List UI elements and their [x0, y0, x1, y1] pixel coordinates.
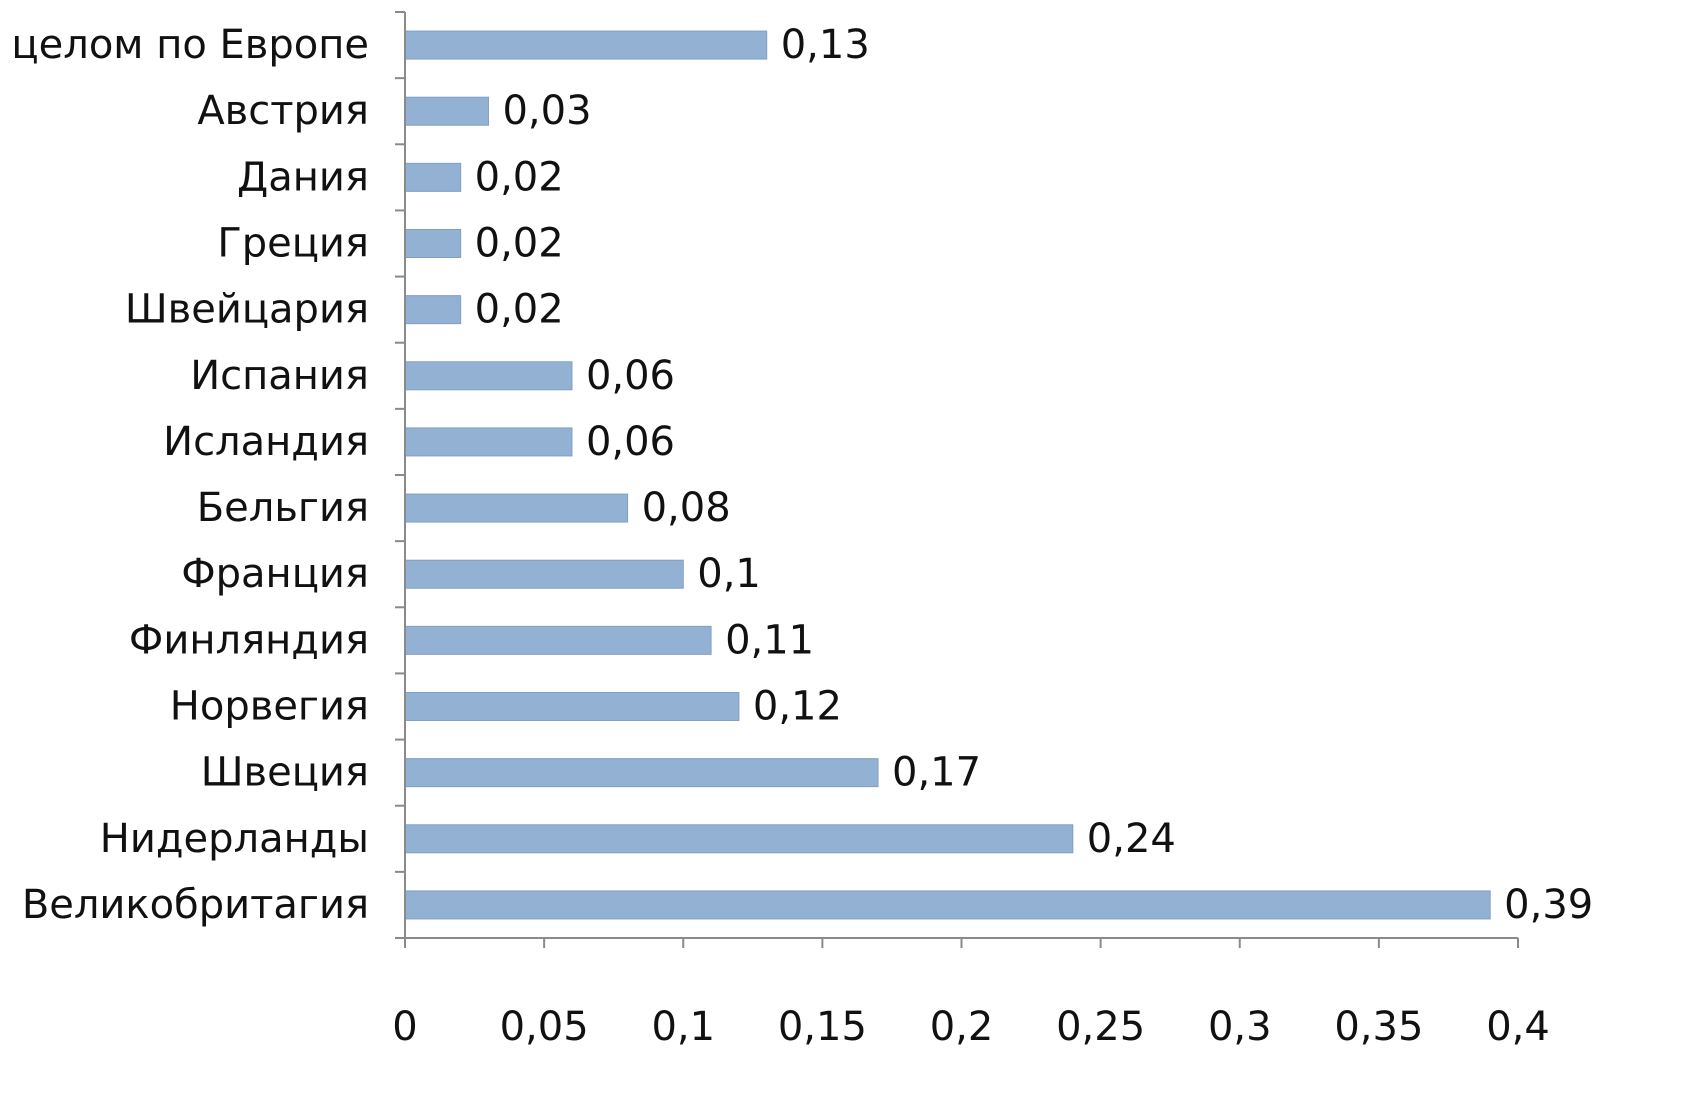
- x-tick-label: 0,35: [1334, 1004, 1423, 1050]
- bar: [404, 96, 489, 126]
- bar: [404, 824, 1074, 854]
- x-tick-label: 0,15: [778, 1004, 867, 1050]
- x-tick-label: 0,05: [500, 1004, 589, 1050]
- bars-layer: [404, 30, 1491, 920]
- data-label: 0,39: [1504, 882, 1593, 928]
- data-label: 0,02: [475, 154, 564, 200]
- x-tick-label: 0,3: [1208, 1004, 1272, 1050]
- category-label: Испания: [190, 353, 369, 399]
- bar: [404, 625, 712, 655]
- x-tick-label: 0,4: [1486, 1004, 1550, 1050]
- category-label: Греция: [217, 221, 369, 267]
- category-label: Франция: [181, 551, 369, 597]
- x-tick-label: 0: [392, 1004, 417, 1050]
- data-label: 0,08: [642, 485, 731, 531]
- category-label: В целом по Европе: [0, 22, 369, 68]
- data-label: 0,11: [725, 617, 814, 663]
- category-label: Швейцария: [125, 287, 369, 333]
- data-label: 0,24: [1087, 816, 1176, 862]
- bar: [404, 692, 740, 721]
- category-label: Бельгия: [197, 485, 369, 531]
- category-label: Норвегия: [170, 684, 369, 730]
- category-label: Австрия: [197, 88, 369, 134]
- data-label: 0,06: [586, 419, 675, 465]
- axes-layer: [395, 11, 1519, 948]
- category-label: Нидерланды: [100, 816, 369, 862]
- bar: [404, 493, 629, 523]
- tick-labels-layer: 0 0,05 0,1 0,15 0,2 0,25 0,3 0,35 0,4: [392, 1004, 1550, 1050]
- bar: [404, 361, 573, 391]
- bar: [404, 758, 879, 788]
- bar: [404, 295, 462, 325]
- category-labels-layer: В целом по Европе Австрия Дания Греция Швейц…: [0, 22, 369, 928]
- data-label: 0,03: [502, 88, 591, 134]
- bar: [404, 162, 462, 192]
- data-label: 0,12: [753, 684, 842, 730]
- x-tick-label: 0,2: [930, 1004, 994, 1050]
- bar: [404, 30, 768, 60]
- category-label: Финляндия: [129, 617, 369, 663]
- bar: [404, 427, 573, 457]
- bar: [404, 890, 1491, 920]
- bar: [404, 229, 462, 258]
- category-label: Швеция: [201, 750, 369, 796]
- bar: [404, 559, 684, 589]
- data-label: 0,02: [475, 221, 564, 267]
- data-label: 0,06: [586, 353, 675, 399]
- category-label: Дания: [237, 154, 369, 200]
- value-labels-layer: 0,13 0,03 0,02 0,02 0,02 0,06 0,06 0,08 0,1 0,11 0…: [475, 22, 1594, 928]
- x-tick-label: 0,25: [1056, 1004, 1145, 1050]
- data-label: 0,1: [697, 551, 761, 597]
- data-label: 0,13: [781, 22, 870, 68]
- x-tick-label: 0,1: [651, 1004, 715, 1050]
- data-label: 0,17: [892, 750, 981, 796]
- category-label: Великобритагия: [22, 882, 369, 928]
- data-label: 0,02: [475, 287, 564, 333]
- category-label: Исландия: [163, 419, 369, 465]
